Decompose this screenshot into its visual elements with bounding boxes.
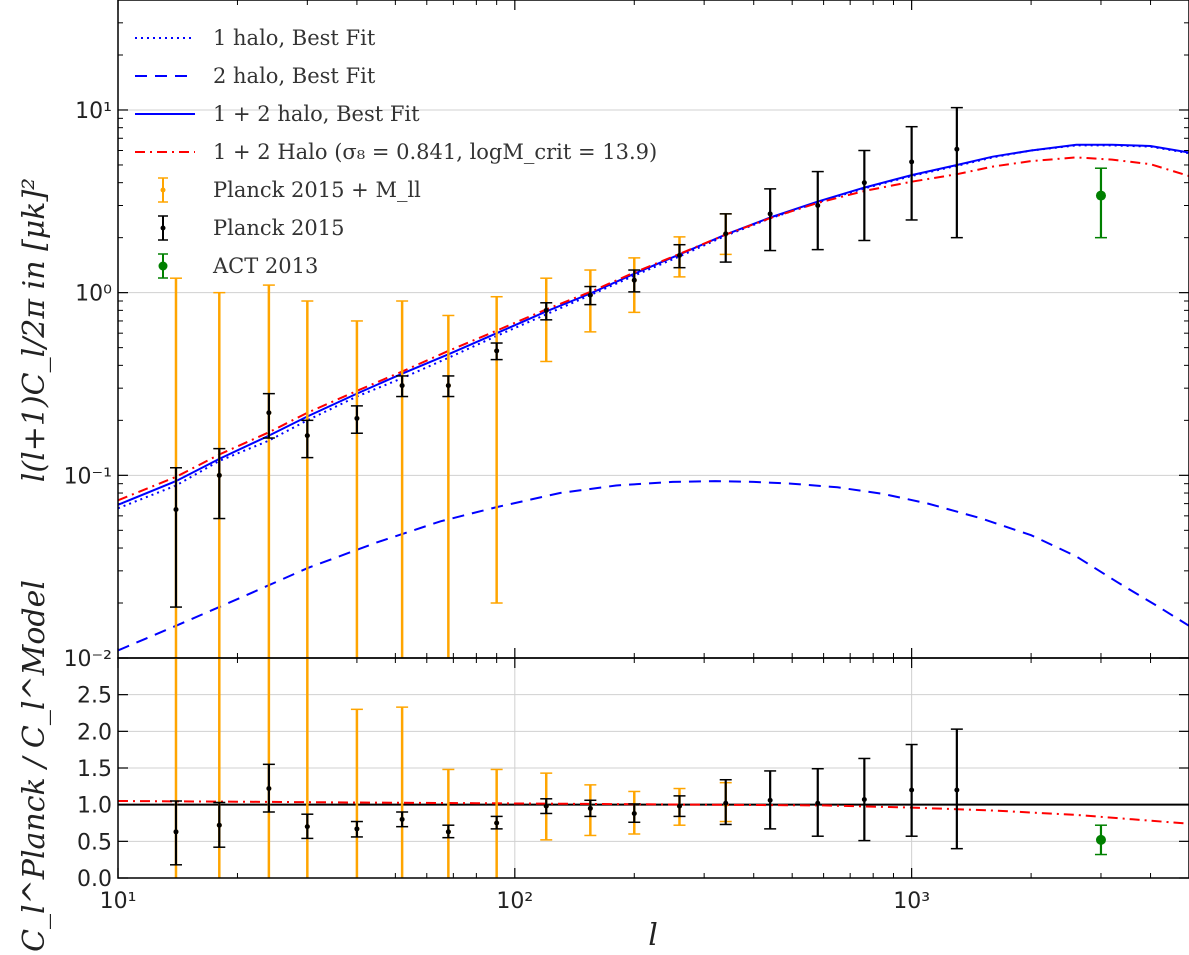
ratio-data-point (815, 800, 821, 806)
main-y-tick-label: 10⁻² (64, 647, 112, 672)
x-tick-label: 10¹ (100, 889, 137, 914)
ratio-data-point (767, 797, 773, 803)
ratio-data-point (173, 829, 179, 835)
legend-entry-label: ACT 2013 (212, 254, 318, 278)
main-series-line (117, 480, 1189, 652)
x-tick-label: 10² (496, 889, 533, 914)
main-data-point (861, 180, 867, 186)
ratio-data-point (861, 797, 867, 803)
main-data-point (173, 507, 179, 513)
main-data-point (954, 146, 960, 152)
main-errorbars (169, 106, 1107, 658)
ratio-plot-panel: 0.0 0.5 1.0 1.5 2.0 2.5 10¹ 10² 10³ (77, 657, 1189, 914)
ratio-data-point (445, 829, 451, 835)
ratio-y-tick-label: 1.5 (77, 757, 112, 782)
ratio-plot-frame (117, 657, 1189, 879)
ratio-data-point (216, 822, 222, 828)
legend-entry-label: Planck 2015 + M_ll (213, 178, 421, 202)
main-ticks: 10⁻² 10⁻¹ 10⁰ 10¹ (64, 0, 1189, 672)
ratio-series-line (117, 800, 1189, 825)
main-y-tick-label: 10¹ (75, 99, 112, 124)
main-data-point (304, 433, 310, 439)
main-data-point (815, 202, 821, 208)
legend: 1 halo, Best Fit 2 halo, Best Fit 1 + 2 ha… (135, 26, 657, 279)
legend-point-swatch (158, 261, 168, 271)
ratio-curves (117, 800, 1189, 825)
main-plot-panel: 10⁻² 10⁻¹ 10⁰ 10¹ (64, 0, 1189, 672)
ratio-y-tick-label: 0.5 (77, 830, 112, 855)
main-y-tick-label: 10⁰ (75, 282, 112, 307)
ratio-data-point (631, 810, 637, 816)
ratio-data-point (304, 824, 310, 830)
main-data-point (676, 252, 682, 258)
main-data-point (354, 415, 360, 421)
main-grid (118, 109, 1189, 476)
ratio-errorbars (169, 658, 1107, 878)
legend-entry-label: 1 + 2 Halo (σ₈ = 0.841, logM_crit = 13.9… (213, 140, 657, 164)
main-data-point (399, 383, 405, 389)
ratio-data-point (494, 820, 500, 826)
legend-entry-label: 1 halo, Best Fit (213, 26, 376, 50)
ratio-data-point (266, 786, 272, 792)
legend-entry-label: 1 + 2 halo, Best Fit (213, 102, 420, 126)
ratio-data-point (723, 800, 729, 806)
ratio-y-tick-label: 2.5 (77, 684, 112, 709)
main-data-point (723, 231, 729, 237)
main-data-point (266, 410, 272, 416)
legend-point-swatch (160, 225, 166, 231)
ratio-data-point (399, 816, 405, 822)
main-data-point (494, 348, 500, 354)
x-axis-title: l (648, 918, 658, 953)
ratio-data-point (909, 787, 915, 793)
ratio-ticks: 0.0 0.5 1.0 1.5 2.0 2.5 10¹ 10² 10³ (77, 658, 1189, 914)
legend-point-swatch (160, 187, 166, 193)
legend-entry-label: 2 halo, Best Fit (213, 64, 376, 88)
ratio-data-point (954, 787, 960, 793)
ratio-data-point (676, 803, 682, 809)
main-data-point (543, 307, 549, 313)
ratio-y-tick-label: 0.0 (77, 867, 112, 892)
main-data-point (445, 383, 451, 389)
main-y-axis-title: l(l+1)C_l/2π in [μk]² (17, 178, 52, 482)
ratio-data-point (1095, 834, 1106, 845)
main-y-tick-label: 10⁻¹ (64, 464, 112, 489)
main-data-point (631, 277, 637, 283)
ratio-y-tick-label: 2.0 (77, 720, 112, 745)
ratio-data-point (587, 805, 593, 811)
ratio-y-tick-label: 1.0 (77, 794, 112, 819)
ratio-data-point (543, 803, 549, 809)
ratio-data-point (354, 826, 360, 832)
main-data-point (767, 211, 773, 217)
main-data-point (1095, 190, 1106, 201)
x-tick-label: 10³ (893, 889, 930, 914)
legend-entry-label: Planck 2015 (213, 216, 345, 240)
main-data-point (909, 159, 915, 165)
ratio-y-axis-title: C_l^Planck / C_l^Model (17, 580, 52, 952)
main-data-point (216, 472, 222, 478)
main-data-point (587, 292, 593, 298)
